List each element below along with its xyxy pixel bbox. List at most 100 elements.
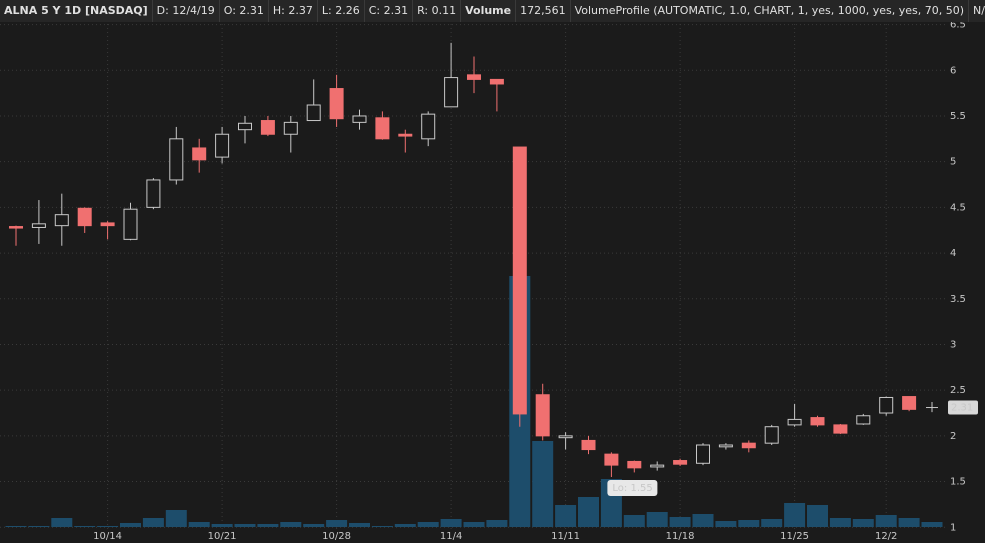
candle-body — [9, 226, 23, 229]
y-tick-label: 1.5 — [950, 477, 966, 488]
symbol[interactable]: ALNA 5 Y 1D [NASDAQ] — [0, 0, 153, 22]
volume-bar — [692, 514, 714, 527]
volume-bar — [623, 515, 645, 527]
volume-bar — [715, 521, 737, 527]
x-tick-label: 11/18 — [666, 531, 695, 542]
volume-bar — [371, 526, 393, 527]
volume-bar — [875, 515, 897, 527]
candle-body — [879, 396, 894, 414]
y-tick-label: 2.5 — [950, 385, 966, 396]
candle-body — [833, 424, 848, 434]
volume-bar — [51, 518, 73, 527]
volume-bar — [28, 526, 50, 527]
volume-bar — [555, 505, 577, 527]
candle-body — [421, 113, 436, 140]
candle-body — [444, 77, 459, 108]
volume-bar — [852, 519, 874, 527]
volume-bar — [440, 519, 462, 527]
x-tick-label: 10/28 — [322, 531, 351, 542]
volume-bar — [349, 523, 370, 527]
volume-bar — [142, 518, 164, 527]
candle-body — [283, 121, 298, 135]
candle-body — [741, 442, 756, 449]
x-tick-label: 10/21 — [208, 531, 237, 542]
candle-body — [329, 88, 344, 120]
candle-body — [352, 115, 367, 123]
candle-body — [306, 104, 321, 122]
volume-bar — [532, 441, 554, 527]
candle-body — [123, 208, 138, 240]
last-price-label: 2.31 — [951, 403, 973, 414]
volume-value: 172,561 — [516, 0, 571, 22]
candle-body — [535, 394, 550, 437]
candle-body — [810, 417, 825, 426]
date: D: 12/4/19 — [152, 0, 220, 22]
x-tick-label: 10/14 — [93, 531, 122, 542]
volume-bar — [120, 523, 141, 527]
y-tick-label: 5 — [950, 157, 956, 168]
last-price-box — [948, 400, 978, 415]
volume-bar — [74, 526, 96, 527]
candle-body — [627, 460, 642, 469]
candle-body — [902, 396, 917, 410]
y-tick-label: 3 — [950, 339, 956, 350]
candle-body — [581, 439, 596, 451]
na: N/A — [969, 0, 985, 22]
volume-bar — [257, 524, 279, 527]
volume-bar — [5, 526, 27, 527]
candle-body — [238, 122, 252, 131]
candle-body — [54, 214, 69, 227]
candle-body — [100, 222, 115, 227]
volume-bar — [898, 518, 920, 527]
volume-bar — [234, 524, 256, 527]
open: O: 2.31 — [219, 0, 269, 22]
volume-bar — [211, 524, 233, 527]
volume-bar — [486, 520, 508, 527]
candle-body — [673, 460, 688, 465]
candle-body — [718, 444, 733, 448]
candle-body — [77, 207, 92, 227]
volume-bar — [669, 517, 691, 527]
range: R: 0.11 — [413, 0, 462, 22]
volume-bar — [761, 519, 783, 527]
header-bar: ALNA 5 Y 1D [NASDAQ] D: 12/4/19 O: 2.31 … — [0, 0, 985, 22]
volume-bar — [394, 524, 416, 527]
volume-bar — [578, 497, 599, 527]
candle-body — [787, 418, 802, 426]
candle-body — [467, 74, 481, 80]
close: C: 2.31 — [364, 0, 414, 22]
x-tick-label: 11/4 — [440, 531, 462, 542]
candle-body — [260, 120, 275, 135]
volume-bar — [738, 520, 760, 527]
volume-bar — [417, 522, 439, 527]
candle-body — [512, 146, 527, 415]
volume-bar — [784, 503, 806, 527]
x-tick-label: 11/25 — [780, 531, 809, 542]
volume-bar — [303, 524, 325, 527]
candle-body — [558, 435, 573, 439]
candle-body — [856, 415, 871, 425]
candle-body — [375, 117, 390, 140]
volume-profile[interactable]: VolumeProfile (AUTOMATIC, 1.0, CHART, 1,… — [570, 0, 970, 22]
volume-bar — [646, 512, 668, 527]
y-tick-label: 1 — [950, 522, 956, 533]
volume-study[interactable]: Volume — [461, 0, 517, 22]
volume-bar — [463, 522, 485, 527]
candle-body — [169, 138, 184, 181]
volume-bar — [326, 520, 348, 527]
volume-bar — [829, 518, 851, 527]
y-tick-label: 6 — [950, 65, 956, 76]
candle-body — [215, 133, 230, 158]
volume-bar — [97, 526, 119, 527]
y-tick-label: 6.5 — [950, 20, 966, 31]
candle-body — [192, 147, 207, 161]
volume-bar — [807, 505, 828, 527]
low: L: 2.26 — [317, 0, 365, 22]
candle-body — [696, 444, 710, 464]
candle-body — [146, 179, 161, 208]
candle-body — [489, 78, 504, 85]
volume-bar — [165, 510, 187, 527]
